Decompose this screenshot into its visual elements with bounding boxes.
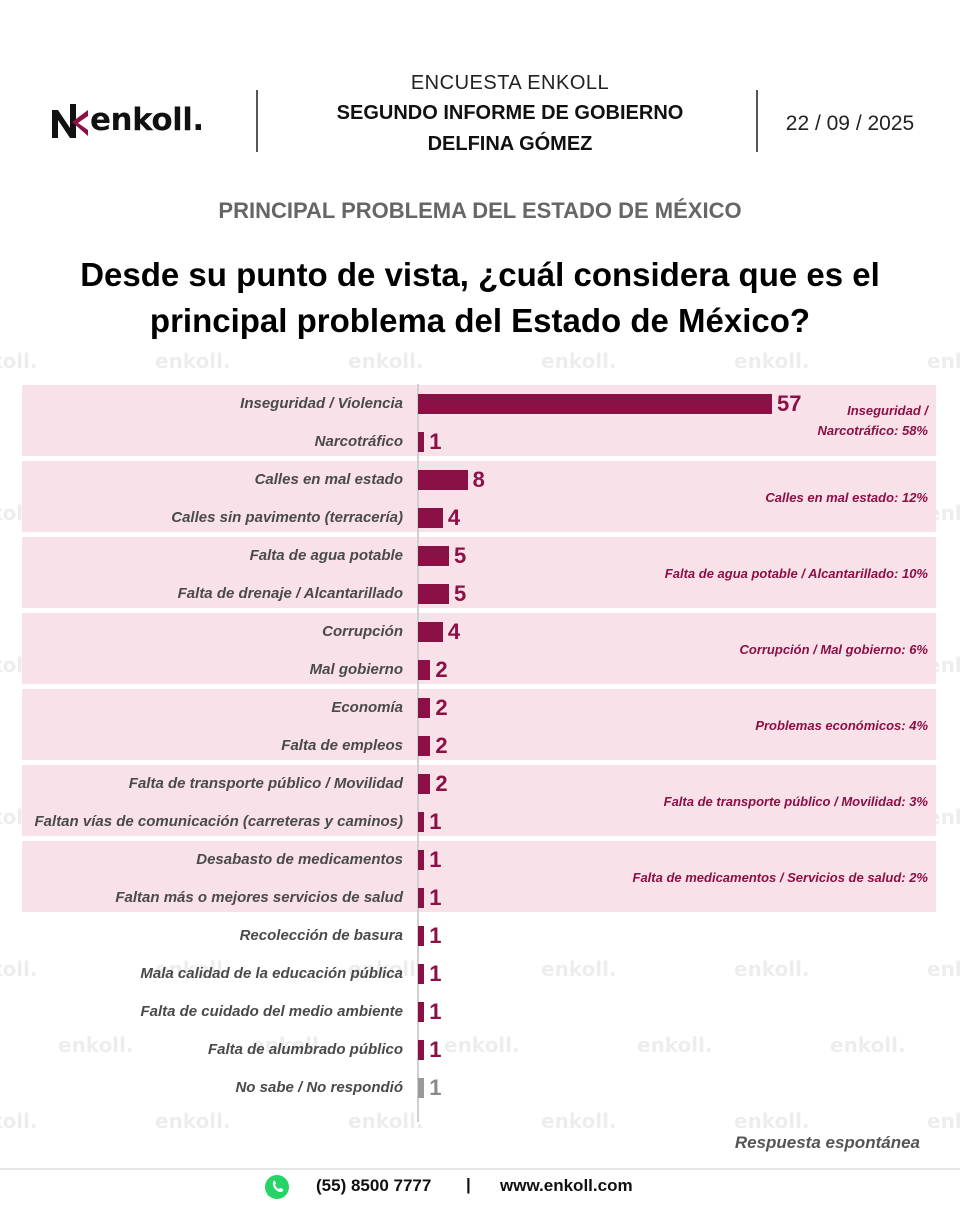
category-label: Desabasto de medicamentos [196, 851, 403, 868]
footer-separator: | [466, 1175, 471, 1194]
bar [418, 774, 431, 794]
bar-value-label: 57 [777, 391, 802, 416]
bar-value-label: 1 [429, 809, 442, 834]
bar [418, 812, 425, 832]
question-line-1: Desde su punto de vista, ¿cuál considera… [80, 256, 880, 293]
bar-value-label: 5 [454, 543, 467, 568]
category-label: Calles sin pavimento (terracería) [171, 509, 403, 526]
bar [418, 698, 431, 718]
category-label: Economía [331, 699, 403, 716]
category-label: Inseguridad / Violencia [240, 395, 403, 412]
question-line-2: principal problema del Estado de México? [149, 302, 811, 339]
bar-value-label: 1 [429, 847, 442, 872]
bar-value-label: 2 [435, 657, 448, 682]
enkoll-logo-icon [52, 104, 88, 138]
category-label: Falta de empleos [281, 737, 403, 754]
bar [418, 394, 772, 414]
bar-value-label: 2 [435, 695, 448, 720]
category-label: Mal gobierno [309, 661, 403, 678]
header-divider-right [756, 90, 758, 152]
bar [418, 432, 425, 452]
category-label: Narcotráfico [314, 433, 403, 450]
bar-value-label: 4 [447, 505, 461, 530]
group-total-label: Corrupción / Mal gobierno: 6% [739, 642, 928, 657]
header-divider-left [256, 90, 258, 152]
bar-value-label: 1 [429, 885, 442, 910]
group-band [22, 689, 936, 760]
phone-number: (55) 8500 7777 [316, 1176, 432, 1195]
bar-value-label: 1 [429, 999, 442, 1024]
category-label: Falta de alumbrado público [207, 1041, 403, 1058]
group-total-label: Calles en mal estado: 12% [765, 490, 928, 505]
category-label: Calles en mal estado [254, 471, 403, 488]
category-label: Faltan vías de comunicación (carreteras … [34, 813, 403, 830]
category-label: Corrupción [322, 623, 403, 640]
bar [418, 850, 425, 870]
group-total-label: Inseguridad / Narcotráfico: 58% [548, 401, 928, 441]
bar [418, 1078, 425, 1098]
footer: (55) 8500 7777 | www.enkoll.com [0, 1174, 960, 1200]
group-band [22, 537, 936, 608]
group-band [22, 765, 936, 836]
category-label: Falta de cuidado del medio ambiente [140, 1003, 403, 1020]
category-label: Recolección de basura [239, 927, 403, 944]
chart-note: Respuesta espontánea [734, 1133, 920, 1152]
bar-value-label: 5 [454, 581, 467, 606]
group-total-label: Falta de transporte público / Movilidad:… [663, 794, 928, 809]
group-total-label: Falta de medicamentos / Servicios de sal… [632, 870, 929, 885]
group-total-label-line: Inseguridad / [847, 403, 928, 418]
group-band [22, 841, 936, 912]
bar-value-label: 2 [435, 771, 448, 796]
bar-value-label: 1 [429, 961, 442, 986]
bar [418, 926, 425, 946]
group-total-label-line: Narcotráfico: 58% [817, 423, 928, 438]
brand-name: enkoll. [90, 102, 204, 138]
bar [418, 1002, 425, 1022]
bar [418, 888, 425, 908]
bar-value-label: 1 [429, 429, 442, 454]
bar [418, 508, 443, 528]
category-label: Falta de agua potable [249, 547, 403, 564]
category-label: Mala calidad de la educación pública [140, 965, 403, 982]
footer-divider [0, 1168, 960, 1170]
bar [418, 736, 431, 756]
report-title-line2: DELFINA GÓMEZ [427, 133, 593, 155]
bar [418, 622, 443, 642]
bar-value-label: 2 [435, 733, 448, 758]
group-band [22, 613, 936, 684]
bar [418, 584, 450, 604]
bar [418, 1040, 425, 1060]
section-title: PRINCIPAL PROBLEMA DEL ESTADO DE MÉXICO [218, 198, 742, 223]
category-label: No sabe / No respondió [235, 1079, 403, 1096]
bar [418, 660, 431, 680]
survey-name: ENCUESTA ENKOLL [410, 72, 610, 94]
bar [418, 546, 450, 566]
category-label: Falta de drenaje / Alcantarillado [177, 585, 403, 602]
group-total-label: Problemas económicos: 4% [755, 718, 928, 733]
survey-date: 22 / 09 / 2025 [785, 112, 915, 135]
bar-value-label: 1 [429, 1075, 442, 1100]
website-link[interactable]: www.enkoll.com [500, 1176, 633, 1195]
bar [418, 964, 425, 984]
category-label: Falta de transporte público / Movilidad [128, 775, 403, 792]
group-band [22, 461, 936, 532]
bar-value-label: 1 [429, 1037, 442, 1062]
bar-value-label: 1 [429, 923, 442, 948]
bar-value-label: 4 [447, 619, 461, 644]
report-title-line1: SEGUNDO INFORME DE GOBIERNO [336, 102, 684, 124]
whatsapp-icon [265, 1175, 289, 1199]
bar-value-label: 8 [472, 467, 485, 492]
enkoll-logo: enkoll. [48, 96, 248, 152]
question-title: Desde su punto de vista, ¿cuál considera… [40, 252, 920, 344]
bar [418, 470, 468, 490]
group-total-label: Falta de agua potable / Alcantarillado: … [664, 566, 928, 581]
category-label: Faltan más o mejores servicios de salud [115, 889, 403, 906]
